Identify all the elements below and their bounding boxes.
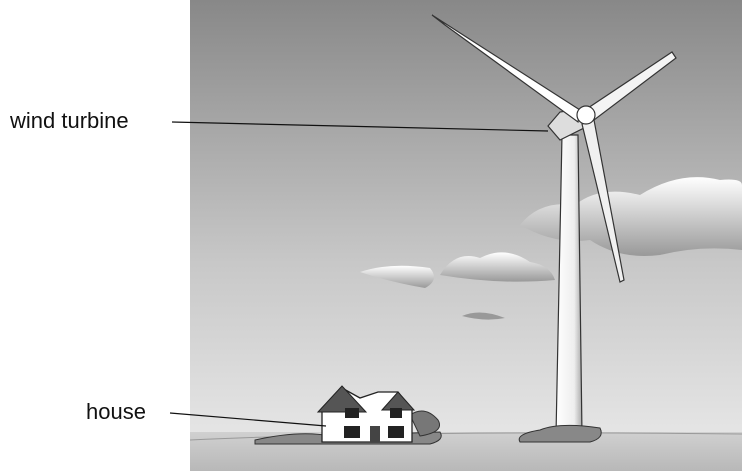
door xyxy=(370,426,380,442)
cloud xyxy=(440,252,555,282)
window xyxy=(388,426,404,438)
cloud xyxy=(360,265,434,288)
scene xyxy=(189,0,742,471)
bush xyxy=(409,410,440,437)
label: wind turbine xyxy=(9,108,129,133)
window xyxy=(390,408,402,418)
cloud xyxy=(462,312,505,320)
leader-line xyxy=(171,121,549,132)
window xyxy=(344,426,360,438)
label: house xyxy=(86,399,146,424)
hub xyxy=(576,105,596,125)
window xyxy=(345,408,359,418)
leader-line xyxy=(169,412,327,427)
tower-base xyxy=(518,424,602,443)
roof xyxy=(316,385,368,413)
